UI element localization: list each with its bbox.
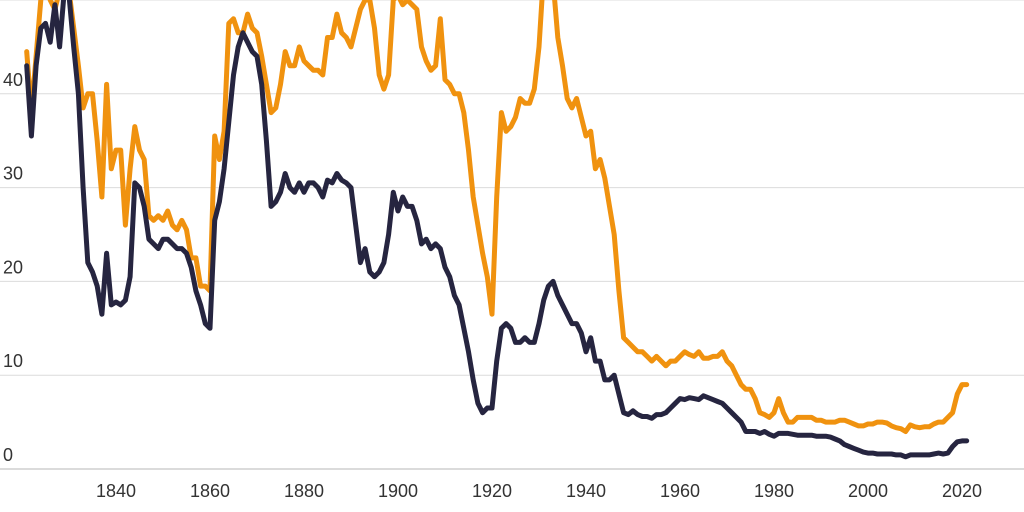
x-tick-label: 1840 — [96, 481, 136, 501]
y-axis-tick-labels: 0 10 20 30 40 — [3, 70, 23, 465]
x-tick-label: 2020 — [942, 481, 982, 501]
x-tick-label: 1920 — [472, 481, 512, 501]
gridlines — [0, 0, 1024, 470]
x-tick-label: 1980 — [754, 481, 794, 501]
x-tick-label: 1880 — [284, 481, 324, 501]
y-tick-label: 10 — [3, 351, 23, 371]
series-line-2 — [24, 0, 970, 460]
series-line-1 — [24, 0, 970, 434]
y-tick-label: 40 — [3, 70, 23, 90]
y-tick-label: 30 — [3, 164, 23, 184]
series-lines — [24, 0, 970, 460]
x-axis-tick-labels: 1840 1860 1880 1900 1920 1940 1960 1980 2000 2020 — [96, 481, 982, 501]
x-tick-label: 1940 — [566, 481, 606, 501]
x-tick-label: 1960 — [660, 481, 700, 501]
x-tick-label: 1860 — [190, 481, 230, 501]
y-tick-label: 20 — [3, 257, 23, 277]
y-tick-label: 0 — [3, 445, 13, 465]
x-tick-label: 2000 — [848, 481, 888, 501]
x-tick-label: 1900 — [378, 481, 418, 501]
